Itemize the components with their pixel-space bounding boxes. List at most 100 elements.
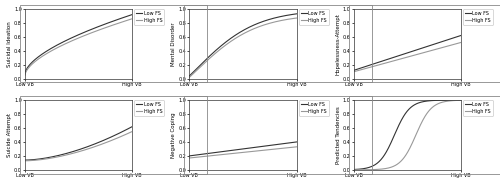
High FS — [441, 46, 447, 48]
High FS — [441, 101, 447, 103]
Low FS — [88, 28, 94, 31]
Low FS — [250, 147, 256, 149]
Legend: Low FS, High FS: Low FS, High FS — [299, 100, 328, 116]
High FS — [351, 70, 357, 73]
High FS — [448, 100, 454, 102]
Low FS — [448, 38, 454, 40]
High FS — [22, 74, 28, 76]
Y-axis label: Hopelessness-Attempt: Hopelessness-Attempt — [336, 13, 340, 75]
Low FS — [22, 73, 28, 75]
Low FS — [119, 131, 125, 133]
High FS — [294, 146, 300, 148]
Low FS — [458, 99, 464, 101]
Low FS — [414, 102, 420, 104]
Line: High FS: High FS — [354, 42, 461, 72]
High FS — [351, 169, 357, 171]
Line: Low FS: Low FS — [354, 100, 461, 169]
Y-axis label: Negative Coping: Negative Coping — [172, 112, 176, 158]
High FS — [414, 53, 420, 55]
Low FS — [441, 99, 447, 101]
High FS — [186, 157, 192, 159]
Low FS — [86, 145, 92, 147]
Line: High FS: High FS — [190, 18, 296, 77]
High FS — [350, 169, 356, 171]
Line: Low FS: Low FS — [25, 127, 132, 160]
High FS — [414, 131, 420, 133]
Low FS — [250, 147, 256, 149]
Low FS — [22, 159, 28, 161]
Legend: Low FS, High FS: Low FS, High FS — [299, 9, 328, 25]
Low FS — [414, 102, 420, 105]
Low FS — [416, 102, 422, 104]
High FS — [250, 150, 256, 152]
High FS — [294, 17, 300, 19]
Low FS — [88, 144, 94, 147]
Low FS — [186, 155, 192, 157]
Low FS — [86, 145, 91, 147]
High FS — [250, 28, 256, 30]
High FS — [350, 71, 356, 73]
High FS — [86, 33, 91, 35]
High FS — [252, 27, 258, 29]
High FS — [458, 41, 464, 43]
Low FS — [414, 49, 420, 51]
Low FS — [350, 168, 356, 171]
Low FS — [284, 142, 290, 144]
High FS — [119, 21, 125, 23]
Low FS — [414, 48, 420, 51]
Low FS — [351, 168, 357, 171]
Low FS — [277, 143, 283, 145]
High FS — [416, 53, 422, 55]
High FS — [22, 160, 28, 162]
Low FS — [294, 141, 300, 143]
High FS — [86, 148, 91, 150]
Low FS — [250, 24, 256, 26]
Low FS — [112, 19, 118, 21]
Low FS — [277, 16, 283, 18]
Line: Low FS: Low FS — [190, 14, 296, 76]
High FS — [277, 147, 283, 150]
High FS — [22, 160, 28, 162]
Low FS — [448, 99, 454, 101]
Y-axis label: Predicted Tendencies: Predicted Tendencies — [336, 106, 340, 164]
Legend: Low FS, High FS: Low FS, High FS — [134, 100, 164, 116]
Low FS — [119, 17, 125, 19]
Low FS — [130, 14, 136, 16]
Low FS — [22, 71, 28, 73]
High FS — [22, 72, 28, 75]
Low FS — [441, 40, 447, 42]
Low FS — [250, 24, 256, 27]
High FS — [186, 157, 192, 159]
High FS — [277, 20, 283, 22]
High FS — [250, 150, 256, 152]
Y-axis label: Suicidal Ideation: Suicidal Ideation — [7, 21, 12, 67]
Y-axis label: Suicide Attempt: Suicide Attempt — [7, 113, 12, 157]
Low FS — [252, 23, 258, 26]
High FS — [186, 76, 192, 78]
High FS — [414, 53, 420, 55]
High FS — [186, 76, 192, 78]
Low FS — [351, 69, 357, 71]
Line: Low FS: Low FS — [190, 142, 296, 156]
High FS — [86, 33, 92, 35]
High FS — [414, 130, 420, 132]
High FS — [252, 150, 258, 152]
Line: High FS: High FS — [25, 132, 132, 161]
Line: High FS: High FS — [354, 100, 461, 170]
Line: High FS: High FS — [25, 19, 132, 75]
Low FS — [416, 48, 422, 50]
High FS — [250, 28, 256, 30]
High FS — [448, 44, 454, 46]
High FS — [119, 135, 125, 137]
High FS — [284, 147, 290, 149]
Low FS — [86, 29, 91, 32]
Low FS — [22, 159, 28, 161]
Y-axis label: Mental Disorder: Mental Disorder — [172, 22, 176, 66]
Low FS — [252, 146, 258, 149]
Low FS — [186, 155, 192, 157]
High FS — [416, 126, 422, 128]
High FS — [112, 138, 118, 140]
High FS — [130, 18, 136, 20]
Line: Low FS: Low FS — [25, 15, 132, 74]
High FS — [86, 147, 92, 150]
